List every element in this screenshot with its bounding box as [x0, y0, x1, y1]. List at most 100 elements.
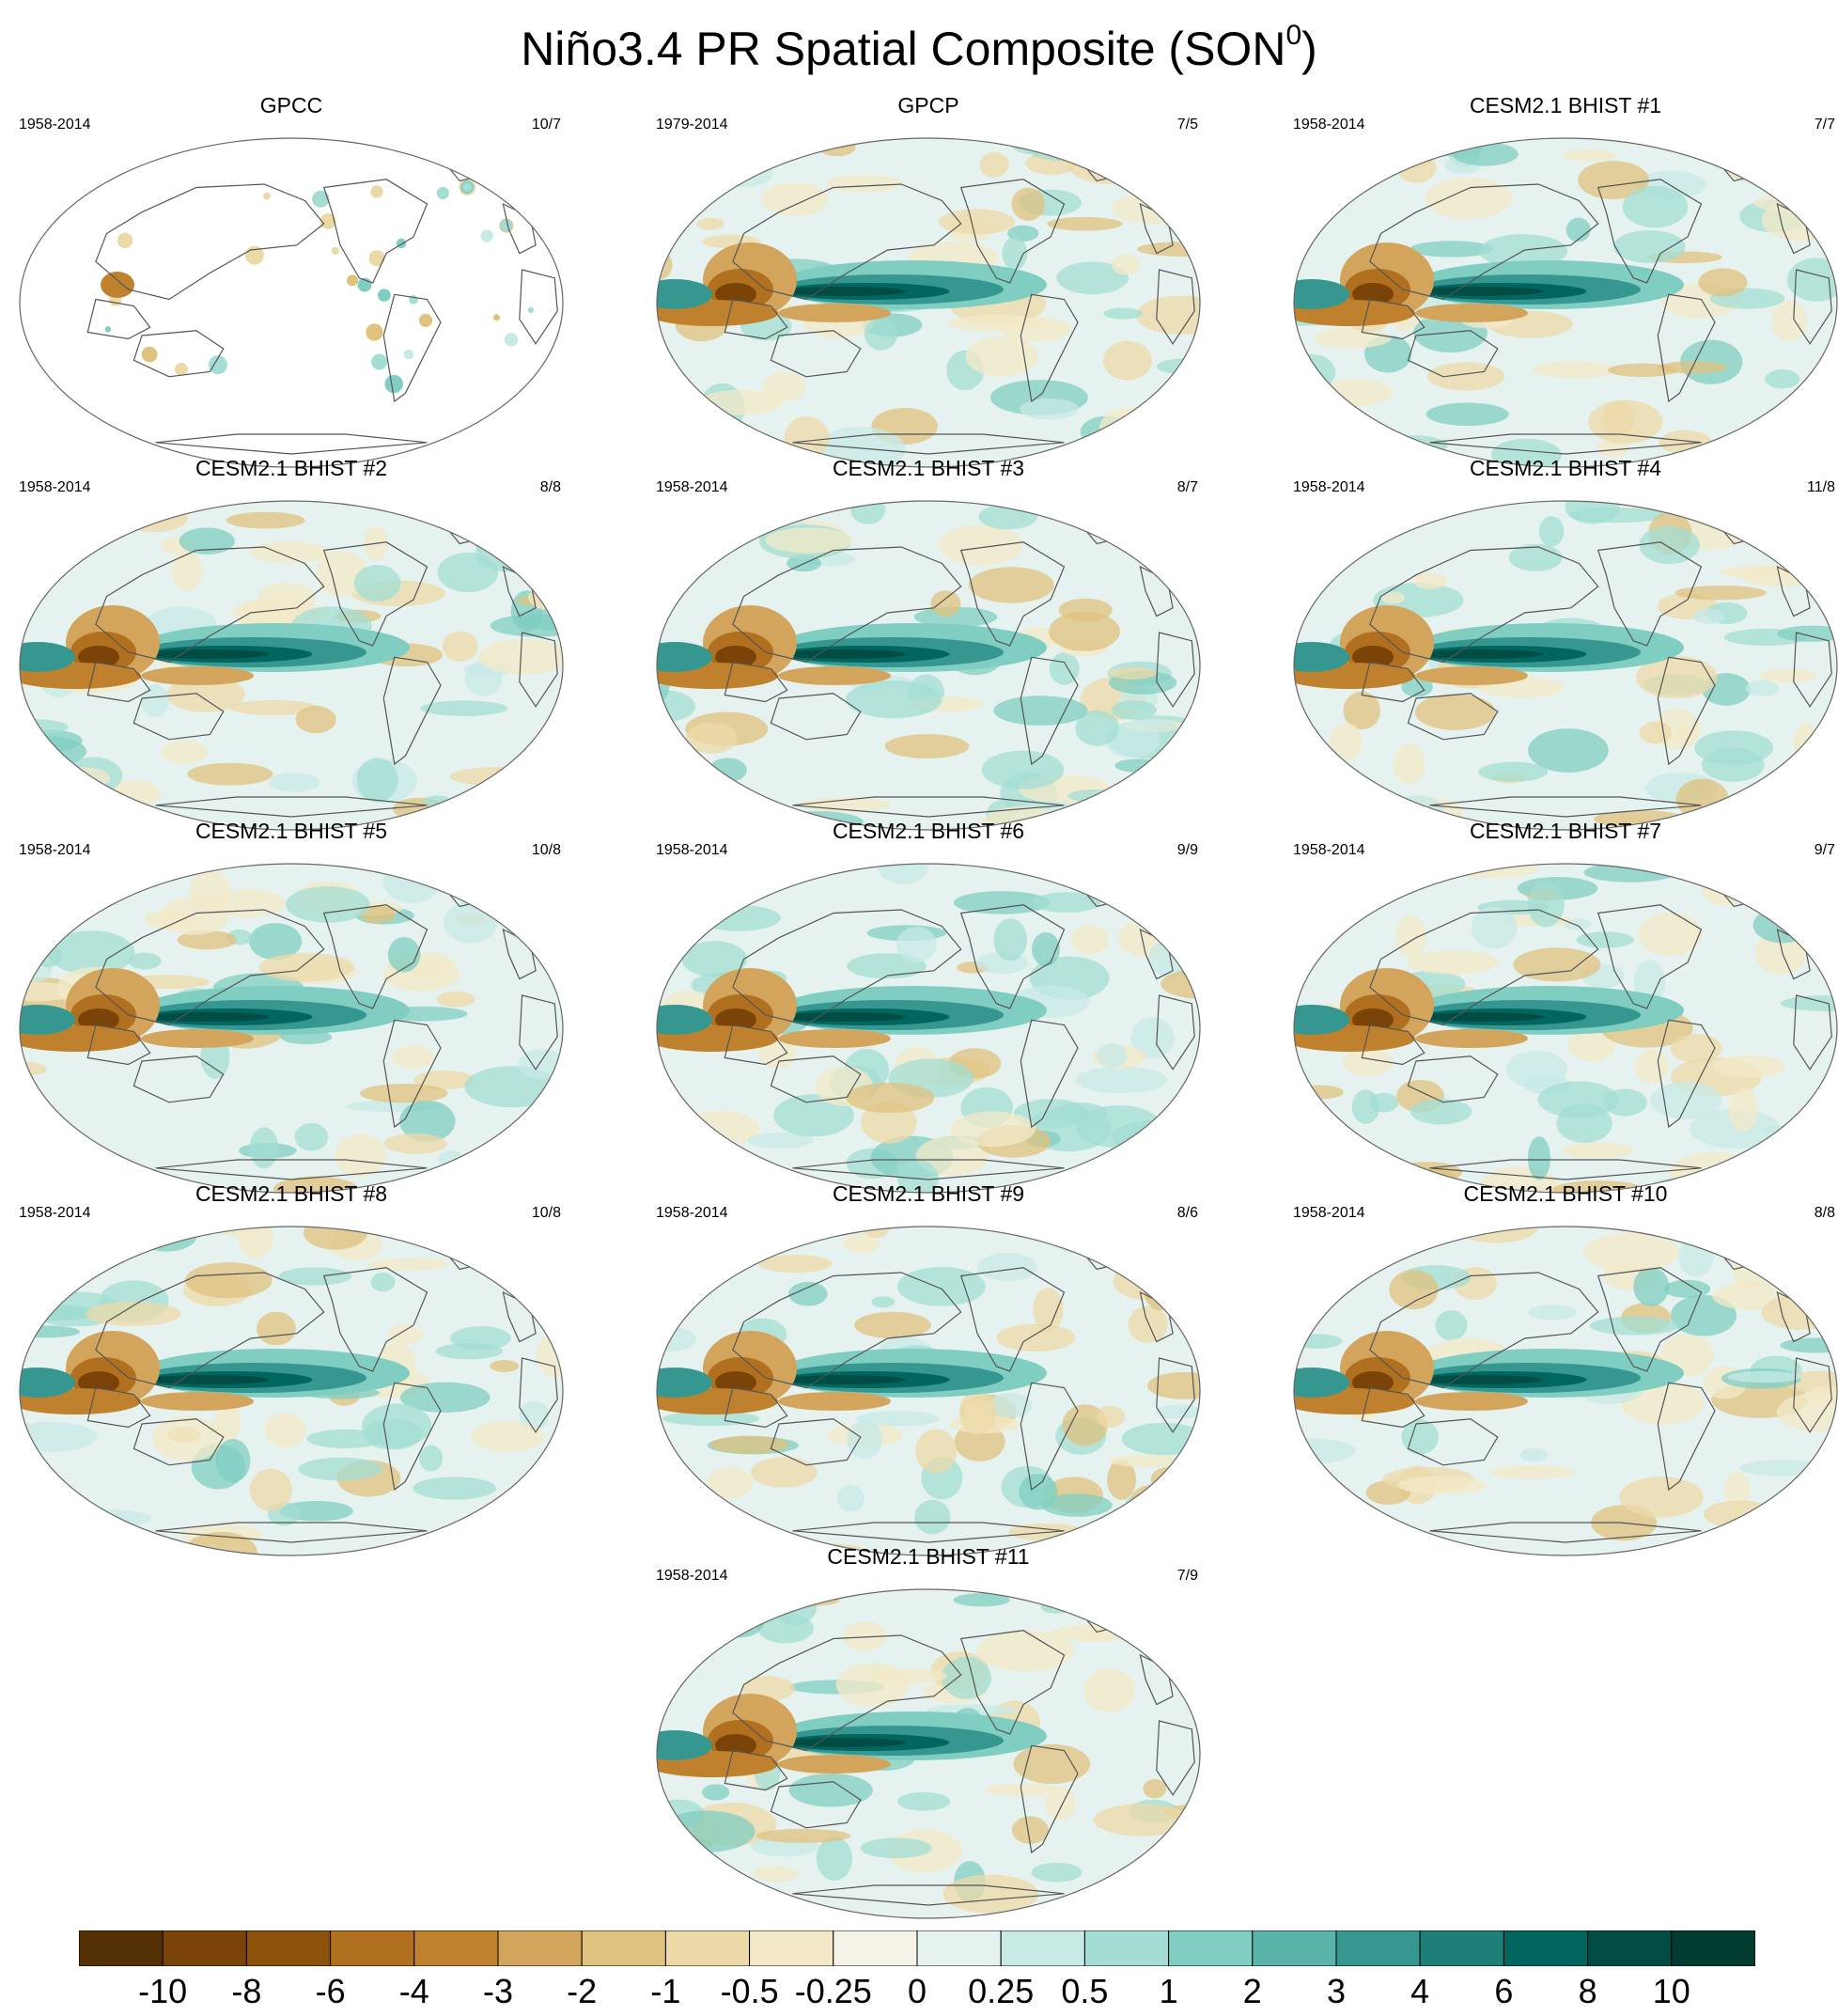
anomaly-patch — [1108, 666, 1157, 680]
colorbar-tick-label: 0.5 — [1061, 1972, 1109, 2010]
anomaly-patch — [1343, 691, 1381, 730]
coastline — [519, 269, 558, 345]
anomaly-patch — [1726, 508, 1758, 539]
panel-years: 1958-2014 — [1293, 479, 1365, 495]
anomaly-patch — [1143, 1779, 1167, 1799]
coastline — [1657, 1019, 1716, 1129]
anomaly-patch — [1031, 1862, 1083, 1883]
coastline — [322, 1267, 428, 1372]
anomaly-patch — [1677, 1237, 1714, 1277]
coastline — [770, 330, 862, 378]
dry-anomaly-patch — [778, 304, 891, 322]
anomaly-patch — [1013, 1743, 1091, 1784]
anomaly-patch — [1634, 1049, 1670, 1084]
anomaly-patch — [788, 1774, 873, 1807]
anomaly-patch — [1513, 947, 1601, 982]
anomaly-patch — [1397, 1476, 1488, 1494]
coastline — [1361, 298, 1425, 340]
anomaly-patch — [117, 232, 133, 249]
dry-anomaly-patch — [778, 1029, 891, 1048]
dry-anomaly-patch — [1352, 646, 1394, 668]
anomaly-patch — [739, 1227, 769, 1262]
anomaly-patch — [657, 1608, 691, 1648]
anomaly-patch — [1724, 1471, 1751, 1509]
wet-anomaly-band — [1419, 649, 1544, 659]
coastline — [1156, 1720, 1195, 1796]
anomaly-patch — [1702, 1541, 1745, 1555]
colorbar-swatch — [330, 1930, 415, 1966]
anomaly-patch — [381, 501, 433, 509]
wet-anomaly-band — [782, 649, 907, 659]
map-plot — [656, 863, 1201, 1194]
anomaly-patch — [366, 323, 383, 341]
wet-anomaly-patch — [1294, 642, 1349, 672]
panel-event-count: 8/6 — [1176, 1205, 1198, 1221]
colorbar-swatch — [1252, 1930, 1337, 1966]
colorbar-swatch — [413, 1930, 499, 1966]
anomaly-patch — [1663, 1279, 1711, 1299]
anomaly-patch — [758, 1255, 833, 1274]
anomaly-patch — [1670, 1034, 1722, 1064]
anomaly-patch — [20, 1325, 81, 1338]
wet-anomaly-patch — [1294, 279, 1349, 309]
anomaly-patch — [532, 787, 560, 801]
anomaly-patch — [836, 1484, 865, 1512]
colorbar-swatch — [245, 1930, 332, 1966]
anomaly-patch — [1040, 1600, 1073, 1614]
anomaly-patch — [914, 1499, 951, 1535]
anomaly-patch — [383, 1133, 447, 1154]
dry-anomaly-patch — [101, 272, 134, 298]
anomaly-patch — [413, 1477, 497, 1500]
coastline — [1361, 1386, 1425, 1429]
anomaly-patch — [1759, 1124, 1837, 1136]
anomaly-patch — [1639, 721, 1673, 744]
anomaly-patch — [1156, 1404, 1200, 1419]
anomaly-patch — [214, 1404, 241, 1442]
map-border — [1293, 1226, 1838, 1556]
anomaly-patch — [356, 758, 398, 803]
anomaly-patch — [1713, 1227, 1768, 1258]
dry-anomaly-patch — [715, 646, 756, 668]
anomaly-patch — [1538, 516, 1565, 547]
anomaly-patch — [721, 1611, 752, 1626]
colorbar-tick-label: 1 — [1159, 1972, 1178, 2010]
anomaly-patch — [1011, 187, 1046, 221]
panel-title: CESM2.1 BHIST #6 — [832, 819, 1025, 843]
anomaly-patch — [20, 1449, 41, 1482]
anomaly-patch — [1041, 1493, 1113, 1517]
dry-anomaly-patch — [778, 1755, 891, 1774]
colorbar-labels: -10 -8 -6 -4 -3 -2 -1 -0.5 -0.25 0 0.25 0.5 1 2 3 4 6 8 10 — [0, 1972, 1838, 2013]
anomaly-patch — [490, 1359, 520, 1372]
coastline — [86, 1386, 151, 1429]
map-plot — [1293, 500, 1838, 831]
anomaly-patch — [1171, 1895, 1200, 1918]
map-plot — [656, 137, 1201, 468]
anomaly-patch — [1721, 565, 1817, 580]
anomaly-patch — [842, 1621, 887, 1651]
anomaly-patch — [1519, 1448, 1549, 1462]
anomaly-patch — [413, 1070, 475, 1090]
coastline — [1156, 1357, 1195, 1433]
anomaly-patch — [1168, 549, 1200, 580]
anomaly-patch — [1002, 236, 1028, 271]
coastline — [1597, 541, 1703, 647]
anomaly-patch — [285, 885, 370, 923]
anomaly-patch — [500, 219, 513, 232]
anomaly-patch — [346, 274, 359, 287]
coastline — [732, 183, 962, 301]
anomaly-patch — [1310, 138, 1379, 182]
dry-anomaly-patch — [1352, 1008, 1394, 1031]
anomaly-patch — [657, 347, 672, 387]
anomaly-patch — [1067, 141, 1153, 184]
anomaly-patch — [304, 1227, 367, 1250]
map-plot — [656, 1226, 1201, 1556]
anomaly-patch — [20, 763, 66, 778]
coastline — [519, 632, 558, 708]
coastline — [1657, 293, 1716, 403]
coastline — [732, 546, 962, 664]
anomaly-patch — [438, 1149, 463, 1167]
dry-anomaly-patch — [78, 1371, 119, 1394]
coastline — [1597, 904, 1703, 1009]
map-background — [20, 138, 563, 467]
panel-event-count: 10/8 — [531, 842, 561, 858]
